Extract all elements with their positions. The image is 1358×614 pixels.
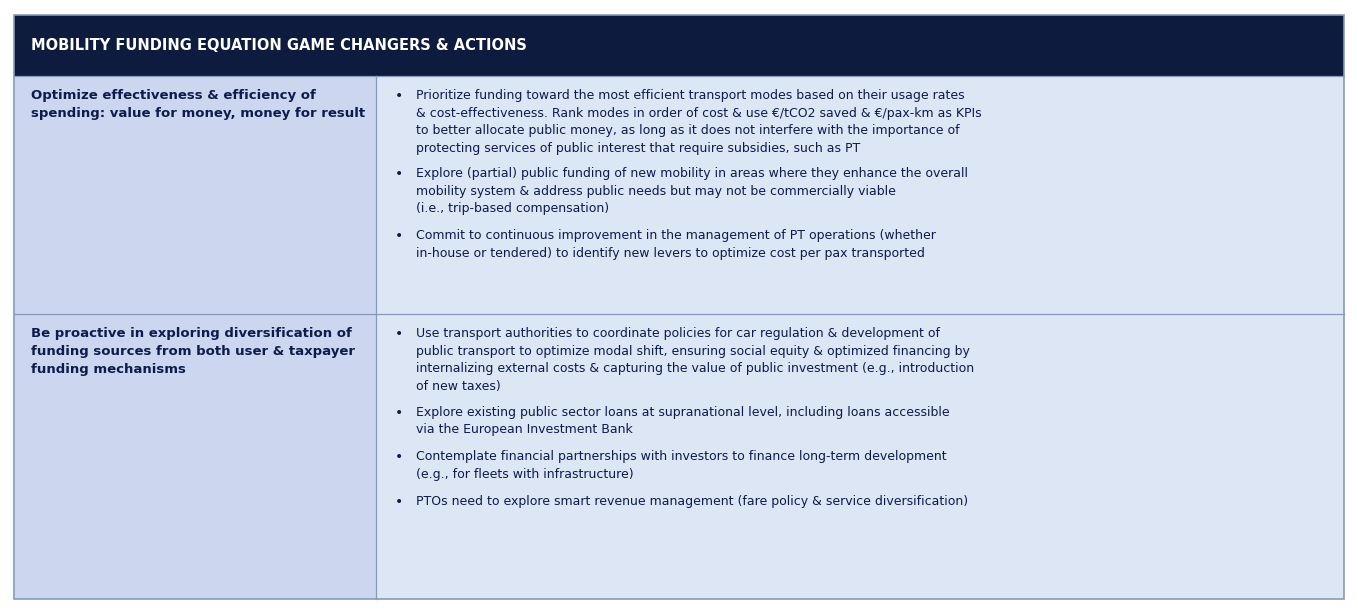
Text: •: • (395, 405, 403, 419)
Text: Explore (partial) public funding of new mobility in areas where they enhance the: Explore (partial) public funding of new … (417, 168, 968, 216)
Text: MOBILITY FUNDING EQUATION GAME CHANGERS & ACTIONS: MOBILITY FUNDING EQUATION GAME CHANGERS … (31, 38, 527, 53)
Text: Be proactive in exploring diversification of
funding sources from both user & ta: Be proactive in exploring diversificatio… (31, 327, 356, 376)
Text: •: • (395, 327, 403, 341)
Text: •: • (395, 168, 403, 182)
Bar (376, 314, 1344, 599)
Bar (376, 76, 1344, 314)
Text: Explore existing public sector loans at supranational level, including loans acc: Explore existing public sector loans at … (417, 405, 951, 436)
Bar (14, 314, 376, 599)
Text: Commit to continuous improvement in the management of PT operations (whether
in-: Commit to continuous improvement in the … (417, 229, 936, 260)
Text: Prioritize funding toward the most efficient transport modes based on their usag: Prioritize funding toward the most effic… (417, 89, 982, 155)
Text: •: • (395, 89, 403, 103)
Text: Use transport authorities to coordinate policies for car regulation & developmen: Use transport authorities to coordinate … (417, 327, 975, 392)
Bar (14, 76, 376, 314)
Text: Contemplate financial partnerships with investors to finance long-term developme: Contemplate financial partnerships with … (417, 450, 947, 481)
Text: Optimize effectiveness & efficiency of
spending: value for money, money for resu: Optimize effectiveness & efficiency of s… (31, 89, 365, 120)
Text: •: • (395, 229, 403, 243)
Text: •: • (395, 450, 403, 464)
Text: •: • (395, 495, 403, 509)
Bar (14, 15, 1344, 76)
Text: PTOs need to explore smart revenue management (fare policy & service diversifica: PTOs need to explore smart revenue manag… (417, 495, 968, 508)
